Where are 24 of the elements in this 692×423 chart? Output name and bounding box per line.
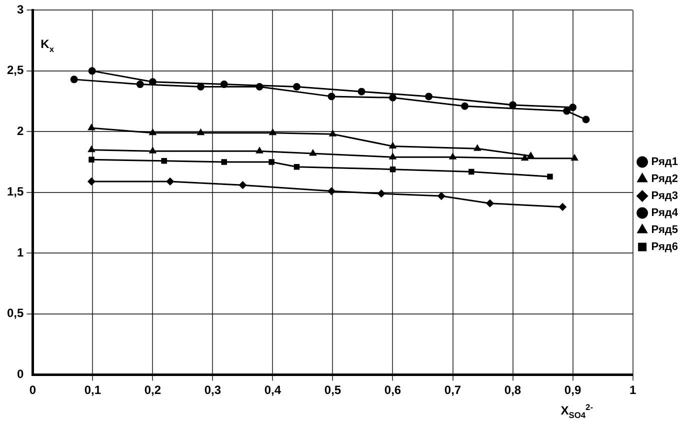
x-tick-label: 0,5 [324,383,342,398]
x-tick-label: 0,7 [444,383,462,398]
y-tick-label: 3 [16,2,24,17]
x-tick-label: 0,4 [264,383,282,398]
y-tick-label: 1,5 [6,184,24,199]
x-tick-label: 0,3 [204,383,222,398]
x-tick-label: 1 [629,383,636,398]
y-tick-label: 1 [16,245,24,260]
legend-label: Ряд2 [651,173,678,186]
x-tick-label: 0,8 [504,383,522,398]
y-tick-label: 2,5 [6,63,24,78]
x-tick-label: 0,9 [564,383,582,398]
legend-label: Ряд5 [651,224,678,236]
legend-label: Ряд4 [651,207,679,220]
x-tick-label: 0,6 [384,383,402,398]
legend-label: Ряд3 [651,190,678,202]
x-tick-label: 0 [29,383,36,398]
x-tick-label: 0,1 [84,383,102,398]
x-tick-label: 0,2 [144,383,162,398]
legend-label: Ряд1 [651,156,678,168]
legend-label: Ряд6 [651,241,678,254]
y-tick-label: 0 [16,366,24,381]
y-tick-label: 2 [16,124,24,138]
y-tick-label: 0,5 [6,306,24,320]
